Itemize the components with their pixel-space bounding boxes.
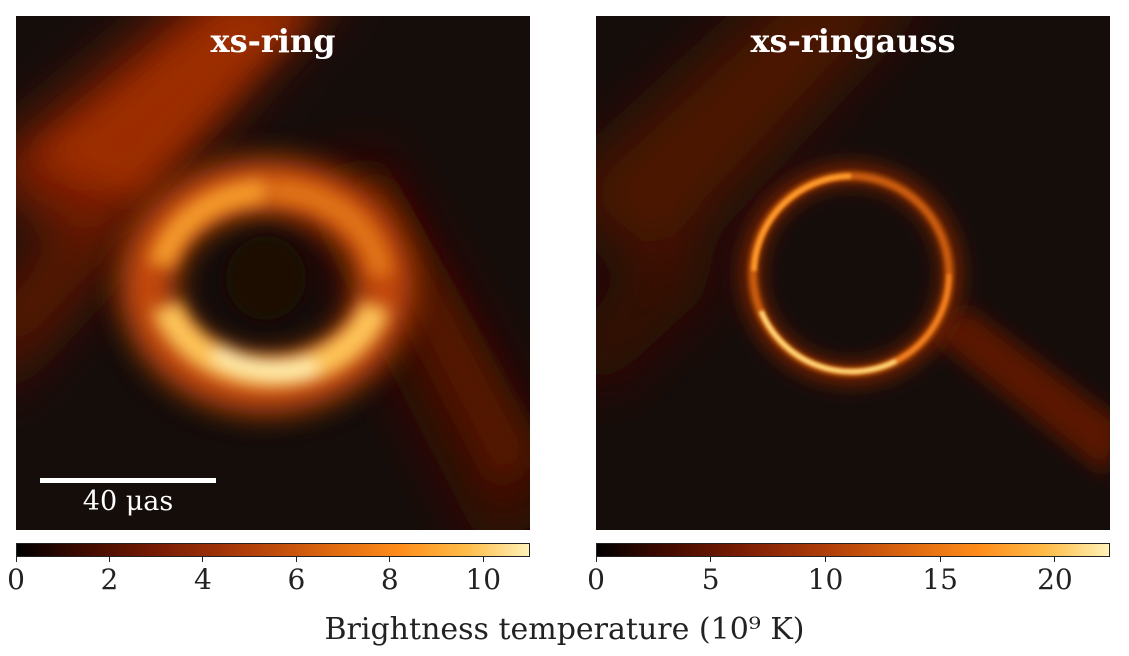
xs-ring-image — [16, 16, 530, 530]
xs-ringauss-image — [596, 16, 1110, 530]
tick-mark — [108, 557, 110, 562]
scale-bar — [40, 478, 216, 483]
tick-label: 15 — [922, 563, 958, 596]
tick-mark — [824, 557, 826, 562]
tick-mark — [15, 557, 17, 562]
tick-label: 4 — [193, 563, 212, 596]
colorbar-left-ticks: 0 2 4 6 8 10 — [7, 557, 530, 607]
tick-mark — [710, 557, 712, 562]
tick-mark — [595, 557, 597, 562]
tick-mark — [202, 557, 204, 562]
tick-label: 0 — [7, 563, 25, 596]
colorbar-left — [16, 543, 530, 557]
tick-label: 5 — [701, 563, 720, 596]
tick-label: 8 — [380, 563, 399, 596]
tick-mark — [389, 557, 391, 562]
tick-label: 6 — [287, 563, 306, 596]
tick-label: 2 — [100, 563, 119, 596]
panel-title: xs-ring — [210, 22, 336, 60]
tick-label: 10 — [465, 563, 502, 596]
tick-label: 0 — [587, 563, 605, 596]
tick-mark — [1054, 557, 1056, 562]
tick-label: 20 — [1037, 563, 1073, 596]
colorbar-label: Brightness temperature (10⁹ K) — [324, 612, 805, 647]
scale-bar-label: 40 μas — [82, 486, 174, 517]
image-panel-xs-ringauss: xs-ringauss — [596, 16, 1110, 530]
tick-mark — [939, 557, 941, 562]
tick-mark — [482, 557, 484, 562]
image-panel-xs-ring: xs-ring 40 μas — [16, 16, 530, 530]
tick-label: 10 — [807, 563, 844, 596]
panel-title: xs-ringauss — [750, 22, 956, 60]
colorbar-right-ticks: 0 5 10 15 20 — [587, 557, 1110, 607]
colorbar-right — [596, 543, 1110, 557]
tick-mark — [295, 557, 297, 562]
